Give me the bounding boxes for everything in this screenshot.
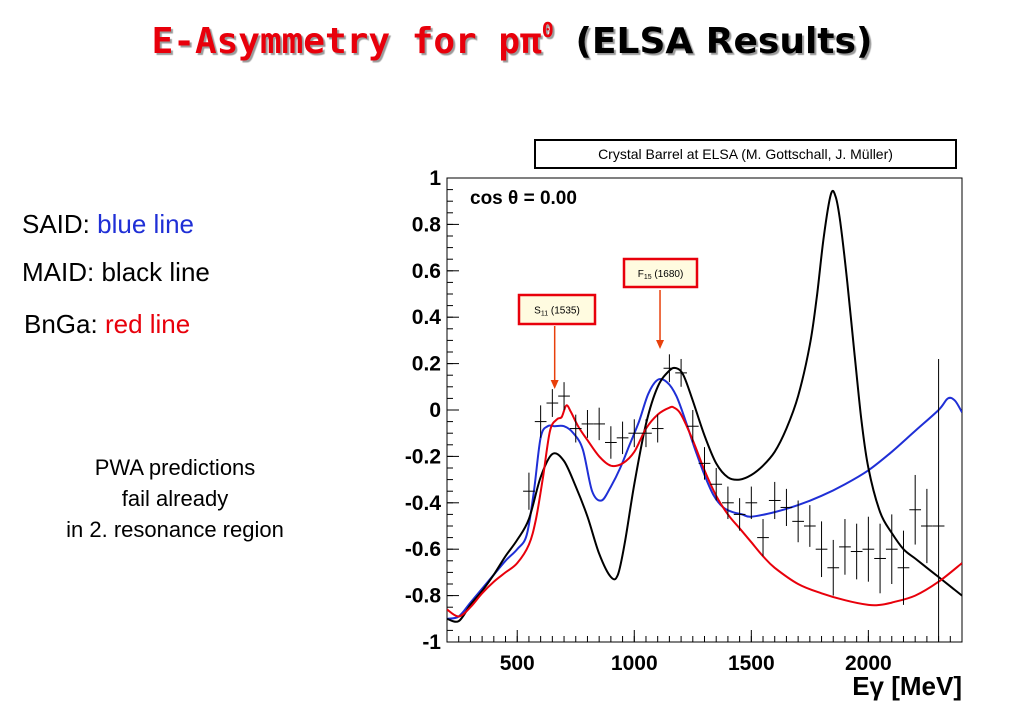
y-tick-label: -1: [422, 631, 441, 654]
plot-frame: [446, 177, 963, 643]
bnga-label: BnGa:: [24, 309, 98, 339]
y-tick-label: 0.4: [412, 306, 442, 329]
y-tick-label: 0.6: [412, 260, 441, 283]
x-tick-label: 1500: [728, 652, 775, 675]
series-line-maid: [447, 189, 962, 623]
resonance-arrow-head: [550, 380, 559, 389]
plot-title: cos θ = 0.00: [470, 188, 577, 209]
bnga-legend-line: BnGa: red line: [24, 309, 190, 340]
resonance-label: S11 (1535): [534, 306, 580, 318]
resonance-label: F15 (1680): [638, 269, 684, 281]
note-line-2: fail already: [121, 486, 229, 511]
x-tick-label: 2000: [845, 652, 892, 675]
maid-legend-line: MAID: black line: [22, 257, 210, 288]
plot-area: [447, 189, 962, 642]
credit-box: Crystal Barrel at ELSA (M. Gottschall, J…: [534, 139, 957, 169]
said-legend-line: SAID: blue line: [22, 209, 194, 240]
bnga-color-name: red line: [104, 309, 191, 339]
y-tick-label: -0.4: [405, 492, 442, 515]
resonance-label-box: [517, 293, 597, 326]
x-tick-label: 1000: [611, 652, 658, 675]
resonance-arrow-head: [656, 340, 665, 349]
y-tick-label: 0.8: [412, 213, 442, 236]
y-tick-label: -0.8: [405, 585, 442, 608]
pwa-note: PWA predictions fail already in 2. reson…: [30, 452, 320, 545]
series-line-said: [447, 377, 962, 620]
said-color-name: blue line: [97, 209, 195, 239]
y-tick-label: -0.2: [405, 445, 441, 468]
y-tick-label: -0.6: [405, 538, 441, 561]
said-label: SAID:: [22, 209, 90, 239]
note-line-1: PWA predictions: [94, 455, 256, 480]
maid-label: MAID:: [22, 257, 95, 287]
slide-title: E-Asymmetry for pπ0 (ELSA Results): [0, 18, 1024, 62]
note-line-3: in 2. resonance region: [66, 517, 284, 542]
title-paren: (ELSA Results): [575, 21, 873, 62]
y-tick-label: 0.2: [412, 353, 441, 376]
x-tick-label: 500: [500, 652, 535, 675]
maid-color-name: black line: [101, 257, 210, 287]
x-axis-title: Eγ [MeV]: [852, 671, 962, 701]
y-tick-label: 0: [429, 399, 441, 422]
resonance-label-box: [622, 257, 699, 289]
title-superscript: 0: [541, 18, 554, 42]
title-main: E-Asymmetry for pπ: [151, 21, 542, 62]
y-tick-label: 1: [429, 167, 441, 190]
